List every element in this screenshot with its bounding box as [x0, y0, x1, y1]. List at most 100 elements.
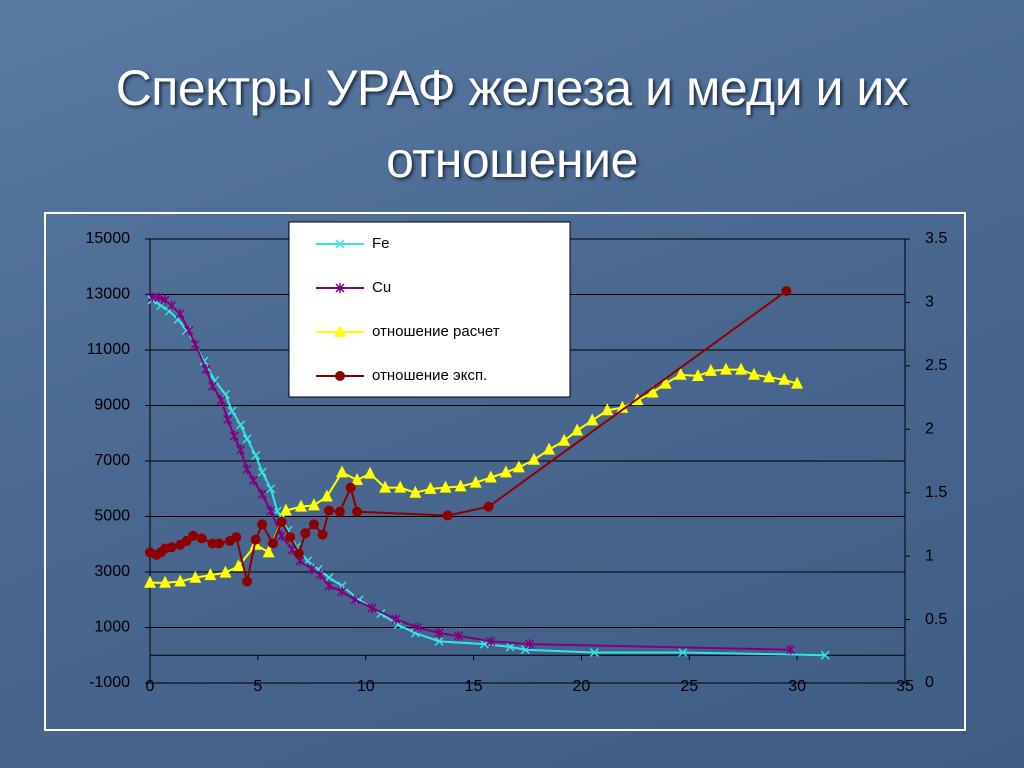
data-point	[144, 575, 156, 588]
data-point	[453, 630, 464, 641]
legend-label: отношение расчет	[372, 323, 500, 340]
x-tick-label: 5	[253, 678, 262, 695]
data-point	[786, 644, 796, 655]
x-tick-label: 15	[465, 678, 483, 695]
data-point	[227, 406, 237, 416]
data-point	[748, 367, 760, 380]
x-tick-label: 0	[146, 678, 155, 695]
data-point	[601, 403, 614, 416]
data-point	[223, 414, 233, 425]
data-point	[337, 586, 347, 597]
data-point	[147, 292, 157, 303]
data-point	[763, 370, 776, 383]
data-point	[439, 480, 452, 493]
data-point	[324, 505, 335, 516]
y-tick-label: 11000	[87, 341, 130, 358]
y-tick-label: 13000	[86, 286, 131, 303]
data-point	[267, 538, 278, 549]
data-point	[527, 452, 540, 465]
data-point	[505, 642, 515, 652]
data-point	[704, 363, 717, 376]
data-point	[196, 533, 207, 544]
y2-tick-label: 1	[925, 547, 934, 564]
data-point	[184, 325, 194, 336]
data-point	[324, 580, 334, 591]
data-point	[394, 480, 407, 493]
data-point	[295, 499, 307, 512]
data-point	[300, 528, 311, 539]
y-tick-label: 5000	[94, 508, 130, 525]
data-point	[571, 423, 584, 436]
data-point	[320, 489, 333, 502]
data-point	[190, 339, 200, 350]
data-point	[499, 465, 512, 478]
data-point	[616, 400, 629, 413]
data-point	[379, 480, 392, 493]
data-point	[189, 570, 202, 583]
data-point	[266, 505, 276, 516]
data-point	[434, 628, 444, 639]
legend-label: Cu	[372, 279, 391, 296]
data-point	[367, 603, 377, 614]
legend-box	[288, 221, 571, 398]
data-point	[512, 460, 525, 473]
legend-marker	[335, 283, 345, 293]
data-point	[791, 376, 804, 389]
data-point	[308, 519, 319, 530]
data-point	[231, 532, 242, 543]
data-point	[364, 466, 377, 479]
data-point	[249, 475, 259, 486]
legend-marker	[335, 239, 345, 249]
data-point	[486, 636, 496, 647]
data-point	[315, 569, 325, 580]
y-tick-label: -1000	[89, 674, 130, 691]
data-point	[317, 529, 328, 540]
data-point	[434, 636, 444, 646]
data-point	[159, 575, 172, 588]
y-tick-label: 9000	[94, 397, 130, 414]
data-point	[781, 286, 792, 297]
data-point	[350, 594, 360, 605]
data-point	[232, 559, 245, 572]
y2-tick-label: 3	[925, 294, 934, 311]
data-point	[674, 367, 687, 380]
data-point	[174, 574, 187, 587]
slide-title: Спектры УРАФ железа и меди и их отношени…	[115, 60, 909, 188]
y-tick-label: 3000	[94, 563, 130, 580]
y2-tick-label: 2.5	[925, 357, 947, 374]
data-point	[229, 431, 239, 442]
data-point	[175, 308, 185, 319]
legend-label: отношение эксп.	[372, 367, 487, 384]
series-line	[150, 368, 798, 584]
legend-marker	[335, 371, 345, 381]
x-tick-label: 35	[896, 678, 914, 695]
x-tick-label: 10	[357, 678, 375, 695]
data-point	[778, 372, 791, 385]
data-point	[166, 542, 177, 553]
data-point	[691, 369, 704, 382]
x-tick-label: 25	[680, 678, 698, 695]
data-point	[520, 645, 530, 655]
data-point	[442, 510, 453, 521]
data-point	[345, 482, 356, 493]
y2-tick-label: 3.5	[925, 230, 947, 247]
data-point	[424, 481, 437, 494]
data-point	[558, 433, 571, 446]
data-point	[589, 647, 599, 658]
data-point	[266, 484, 276, 494]
data-point	[242, 576, 253, 587]
x-tick-label: 30	[788, 678, 806, 695]
data-point	[220, 389, 231, 399]
data-point	[391, 614, 401, 625]
data-point	[543, 442, 556, 455]
legend-label: Fe	[372, 235, 390, 252]
data-point	[483, 501, 494, 512]
data-point	[335, 465, 348, 478]
y2-tick-label: 1.5	[925, 484, 947, 501]
data-point	[156, 301, 166, 311]
data-point	[167, 300, 177, 311]
data-point	[409, 485, 422, 498]
data-point	[324, 573, 334, 583]
data-point	[208, 381, 218, 392]
